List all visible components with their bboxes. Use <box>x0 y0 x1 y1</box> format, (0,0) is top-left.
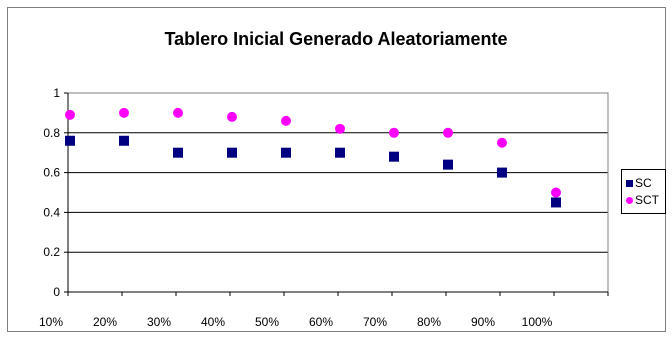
plot-frame <box>67 92 609 293</box>
legend-swatch-sc <box>626 179 633 187</box>
data-point-sct <box>119 107 129 118</box>
chart-title: Tablero Inicial Generado Aleatoriamente <box>164 29 508 49</box>
data-point-sc <box>389 151 399 162</box>
data-point-sc <box>173 147 183 158</box>
x-tick-label: 90% <box>471 315 495 329</box>
data-point-sc <box>281 147 291 158</box>
x-tick-label: 10% <box>39 315 63 329</box>
data-point-sct <box>551 187 561 198</box>
data-point-sc <box>335 147 345 158</box>
legend-item-sct: SCT <box>626 192 659 208</box>
x-tick-label: 40% <box>201 315 225 329</box>
x-tick-label: 50% <box>255 315 279 329</box>
data-point-sct <box>65 109 75 120</box>
x-tick-label: 100% <box>522 315 553 329</box>
x-tick-label: 70% <box>363 315 387 329</box>
y-tick-label: 1 <box>53 86 60 100</box>
data-point-sc <box>443 159 453 170</box>
legend-label-sc: SC <box>635 176 652 190</box>
data-point-sc <box>497 167 507 178</box>
y-tick-label: 0.8 <box>43 126 60 140</box>
y-tick-label: 0 <box>53 285 60 299</box>
data-point-sct <box>173 107 183 118</box>
legend-swatch-sct <box>626 196 633 204</box>
data-point-sct <box>497 137 507 148</box>
chart-area <box>7 7 666 332</box>
data-point-sct <box>281 115 291 126</box>
x-tick-label: 20% <box>93 315 117 329</box>
data-point-sc <box>551 197 561 208</box>
y-tick-label: 0.6 <box>43 166 60 180</box>
data-point-sct <box>227 111 237 122</box>
data-point-sc <box>227 147 237 158</box>
y-tick-label: 0.4 <box>43 205 60 219</box>
data-point-sct <box>443 127 453 138</box>
data-point-sct <box>335 123 345 134</box>
legend-item-sc: SC <box>626 175 652 191</box>
data-point-sc <box>119 135 129 146</box>
y-tick-label: 0.2 <box>43 245 60 259</box>
legend: SC SCT <box>621 169 666 214</box>
x-tick-label: 60% <box>309 315 333 329</box>
x-tick-label: 30% <box>147 315 171 329</box>
legend-label-sct: SCT <box>635 193 659 207</box>
data-point-sc <box>65 135 75 146</box>
x-tick-label: 80% <box>417 315 441 329</box>
data-point-sct <box>389 127 399 138</box>
